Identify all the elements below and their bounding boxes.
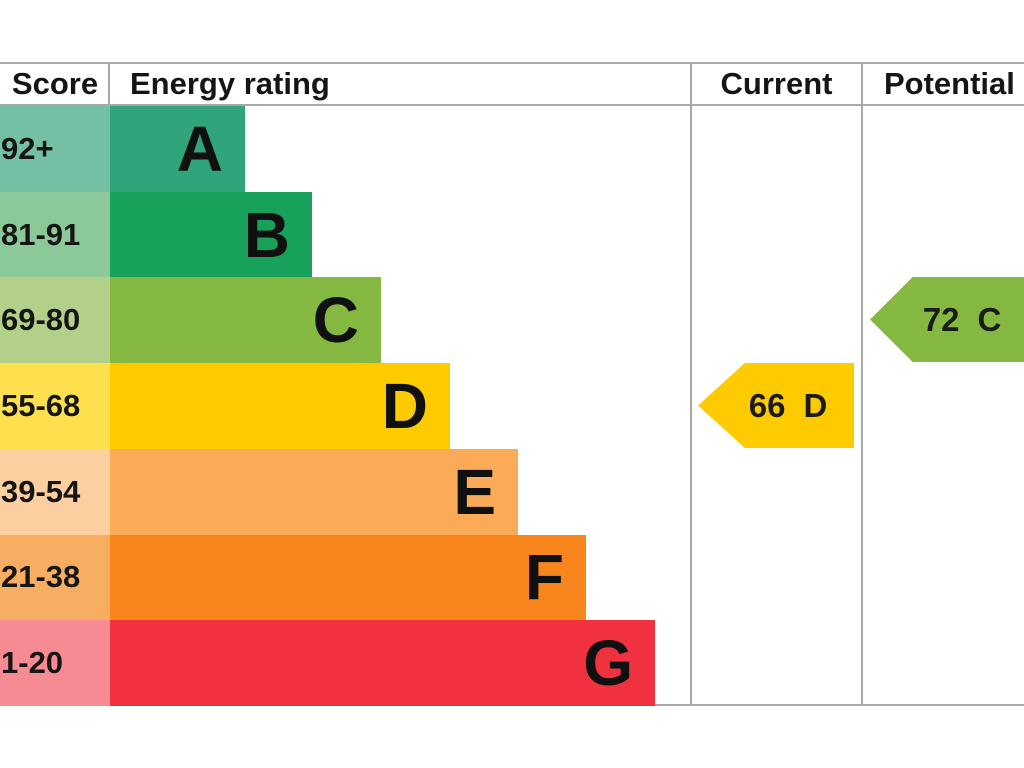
- current-rating-value: 66: [748, 386, 786, 424]
- rating-bar-d: D: [110, 363, 450, 449]
- score-range-b: 81-91: [0, 191, 110, 278]
- score-range-c: 69-80: [0, 277, 110, 364]
- score-range-a: 92+: [0, 106, 110, 192]
- band-row-e: 39-54 E: [0, 448, 1024, 535]
- band-row-b: 81-91 B: [0, 191, 1024, 278]
- potential-rating-value: 72: [922, 300, 960, 338]
- header-potential: Potential: [884, 66, 1015, 101]
- rating-bar-f: F: [110, 534, 586, 621]
- rating-bar-g: G: [110, 620, 655, 706]
- header-current: Current: [720, 66, 833, 101]
- band-row-a: 92+ A: [0, 106, 1024, 192]
- score-range-e: 39-54: [0, 448, 110, 535]
- band-row-g: 1-20 G: [0, 620, 1024, 706]
- divider-score-rating: [108, 62, 110, 106]
- rating-bar-a: A: [110, 106, 245, 192]
- rating-bar-e: E: [110, 448, 518, 535]
- current-rating-letter: D: [803, 386, 828, 424]
- score-range-d: 55-68: [0, 363, 110, 449]
- score-range-f: 21-38: [0, 534, 110, 621]
- header-score: Score: [11, 66, 99, 101]
- rating-bar-c: C: [110, 277, 381, 364]
- band-row-d: 55-68 D: [0, 363, 1024, 449]
- header-energy-rating: Energy rating: [130, 66, 330, 101]
- chart-header: Score Energy rating Current Potential: [0, 62, 1024, 106]
- potential-rating-letter: C: [977, 300, 1002, 338]
- band-row-c: 69-80 C: [0, 277, 1024, 364]
- divider-rating-current: [690, 62, 692, 706]
- rating-bands: 92+ A 81-91 B 69-80 C 55-68 D 39-54 E 21…: [0, 106, 1024, 706]
- rating-bar-b: B: [110, 191, 312, 278]
- score-range-g: 1-20: [0, 620, 110, 706]
- divider-current-potential: [861, 62, 863, 706]
- band-row-f: 21-38 F: [0, 534, 1024, 621]
